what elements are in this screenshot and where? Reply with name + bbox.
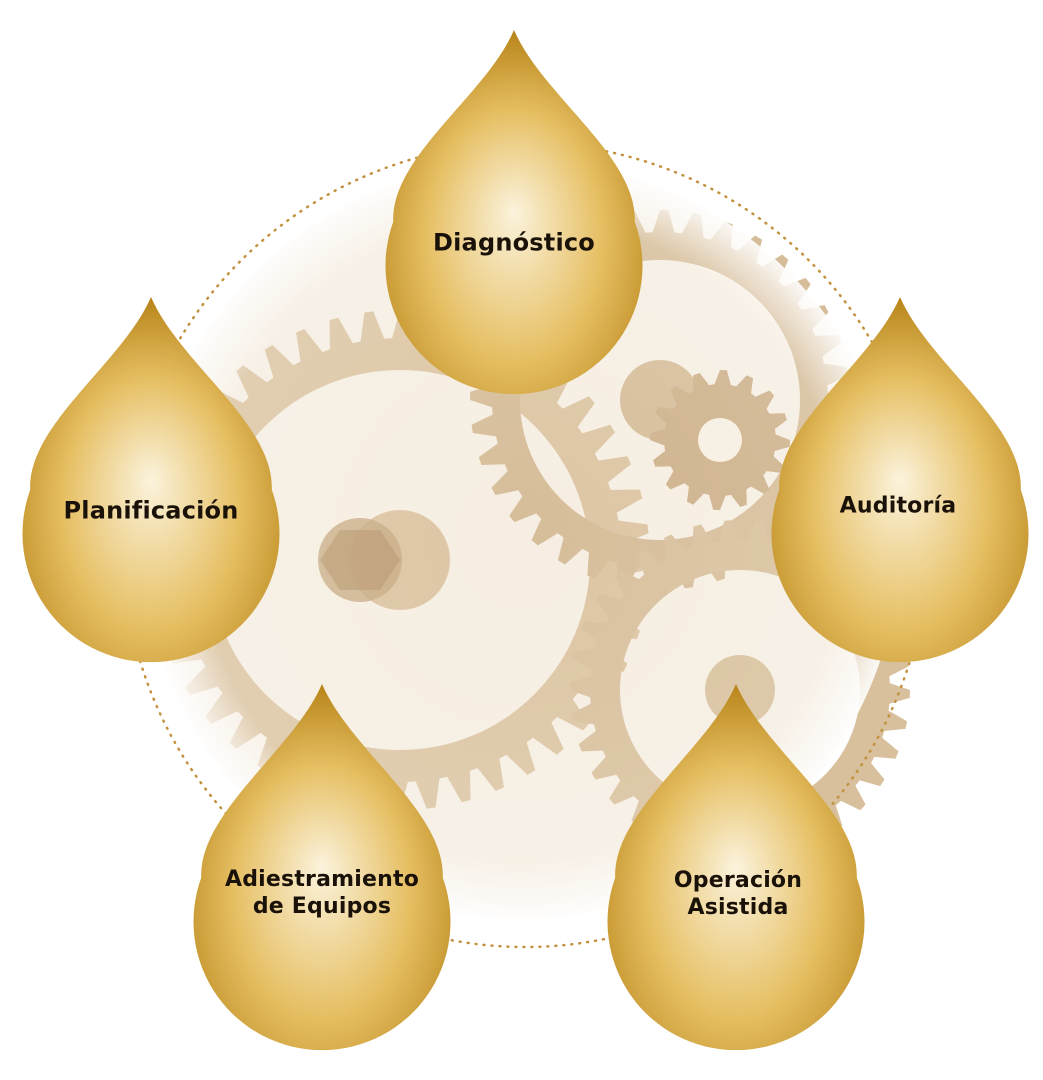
drop-adiestramiento[interactable] — [193, 684, 451, 1051]
label-operacion: Operación Asistida — [674, 868, 802, 922]
label-line: Adiestramiento — [224, 867, 420, 893]
label-line: Auditoría — [839, 493, 957, 519]
label-line: Diagnóstico — [433, 228, 595, 257]
label-line: de Equipos — [252, 894, 392, 919]
drop-operacion[interactable] — [607, 684, 865, 1051]
label-line: Operación — [673, 868, 803, 894]
label-planificacion: Planificación — [63, 496, 238, 525]
label-line: Planificación — [63, 496, 239, 525]
label-line: Asistida — [687, 895, 789, 920]
drop-auditoria[interactable] — [771, 297, 1029, 663]
label-adiestramiento: Adiestramiento de Equipos — [225, 867, 419, 921]
label-diagnostico: Diagnóstico — [433, 228, 595, 257]
label-auditoria: Auditoría — [840, 494, 957, 521]
drop-diagnostico[interactable] — [385, 30, 643, 395]
drop-planificacion[interactable] — [22, 297, 280, 663]
drop-group — [22, 30, 1029, 1051]
